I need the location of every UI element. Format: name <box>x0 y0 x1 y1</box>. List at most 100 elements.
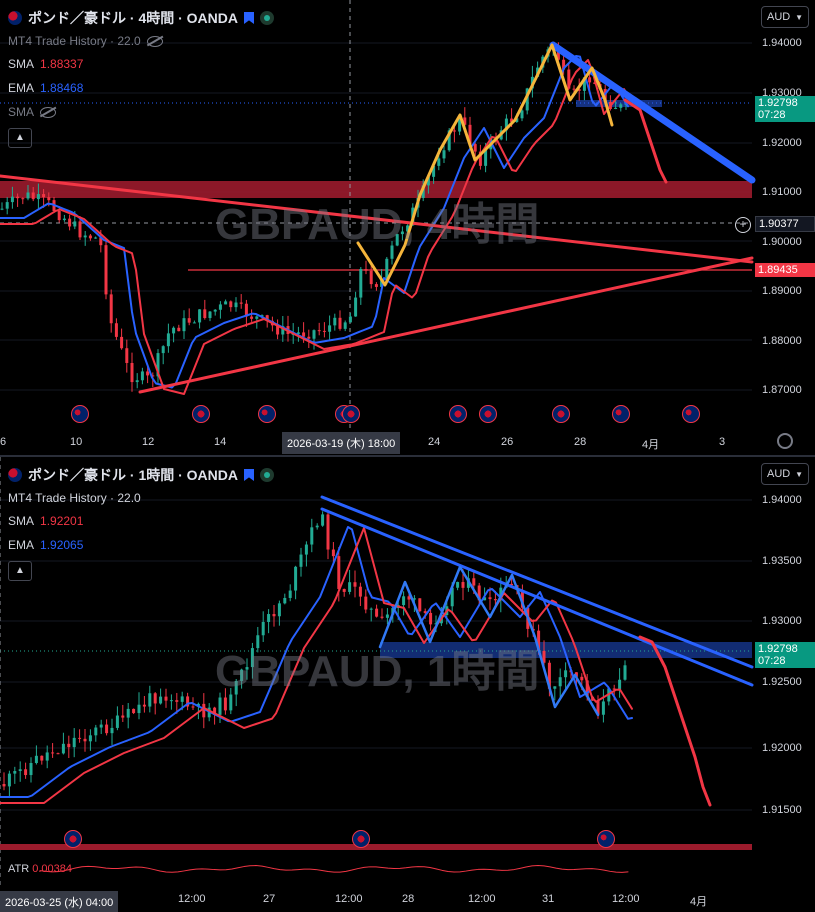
event-flag-icon[interactable] <box>192 405 210 423</box>
currency-select[interactable]: AUD ▼ <box>761 6 809 28</box>
event-flag-icon[interactable] <box>597 830 615 848</box>
candle <box>342 588 346 592</box>
price-tick-label: 1.94000 <box>762 37 802 49</box>
candle <box>574 672 578 677</box>
candle <box>250 648 254 668</box>
resistance-trendline[interactable] <box>549 41 756 184</box>
candle <box>614 107 618 109</box>
currency-label: AUD <box>767 11 791 23</box>
candle <box>94 237 98 239</box>
forecast-drawing[interactable] <box>638 635 712 807</box>
candle <box>572 88 576 90</box>
resistance-trendline-2[interactable] <box>320 507 754 687</box>
candle <box>120 336 124 349</box>
event-flag-icon[interactable] <box>449 405 467 423</box>
candle <box>612 688 616 690</box>
chart-pane-4h[interactable]: GBPAUD, 4時間 ポンド／豪ドル · 4時間 · OANDA MT4 Tr… <box>0 0 815 455</box>
candle <box>429 612 433 625</box>
indicator-trade-history[interactable]: MT4 Trade History · 22.0 <box>8 491 141 505</box>
candle <box>213 707 217 715</box>
candle <box>18 769 22 772</box>
candle <box>375 608 379 617</box>
ema-label[interactable]: EMA <box>8 538 35 552</box>
price-range-marker[interactable] <box>576 100 662 107</box>
candle <box>423 611 427 613</box>
event-flag-icon[interactable] <box>71 405 89 423</box>
time-tick-label: 12:00 <box>612 893 640 905</box>
eye-hidden-icon[interactable] <box>40 106 57 118</box>
chart-pane-1h[interactable]: GBPAUD, 1時間 ポンド／豪ドル · 1時間 · OANDA MT4 Tr… <box>0 457 815 912</box>
symbol-title[interactable]: ポンド／豪ドル · 1時間 · OANDA <box>28 467 238 483</box>
candle <box>432 165 436 177</box>
plus-icon[interactable]: + <box>735 217 751 233</box>
wave-drawing-yellow[interactable] <box>356 43 614 287</box>
settings-gear-icon[interactable] <box>777 433 793 449</box>
candle <box>484 149 488 166</box>
candle <box>322 330 326 332</box>
candle <box>104 245 108 295</box>
cursor-price-tag: 1.90377 <box>755 216 815 232</box>
event-flag-icon[interactable] <box>352 830 370 848</box>
candle <box>2 784 6 787</box>
sma-line[interactable] <box>0 59 629 395</box>
chevron-down-icon: ▼ <box>795 469 803 479</box>
candle <box>364 596 368 610</box>
resistance-trendline[interactable] <box>320 495 754 669</box>
event-flag-icon[interactable] <box>342 405 360 423</box>
event-flag-icon[interactable] <box>258 405 276 423</box>
forecast-drawing[interactable] <box>623 98 668 184</box>
candle <box>478 151 482 166</box>
currency-select[interactable]: AUD ▼ <box>761 463 809 485</box>
price-chart-1h[interactable] <box>0 457 815 912</box>
candle <box>307 336 311 339</box>
status-dot-icon[interactable] <box>260 11 274 25</box>
atr-legend[interactable]: ATR 0.00384 <box>8 863 72 875</box>
chevron-up-icon[interactable]: ▲ <box>8 561 32 581</box>
event-flag-icon[interactable] <box>64 830 82 848</box>
candle <box>343 322 347 329</box>
symbol-watermark: GBPAUD, 1時間 <box>215 647 540 696</box>
ema-line[interactable] <box>0 55 629 389</box>
sma-label[interactable]: SMA <box>8 514 35 528</box>
sma2-label[interactable]: SMA <box>8 105 35 119</box>
event-flag-icon[interactable] <box>552 405 570 423</box>
event-flag-icon[interactable] <box>479 405 497 423</box>
bookmark-icon[interactable] <box>244 12 254 24</box>
time-tick-label: 12:00 <box>335 893 363 905</box>
event-flag-icon[interactable] <box>682 405 700 423</box>
candle <box>115 715 119 728</box>
sma-label[interactable]: SMA <box>8 57 35 71</box>
pane-divider[interactable] <box>0 455 815 457</box>
candle <box>47 197 51 201</box>
chevron-up-icon[interactable]: ▲ <box>8 128 32 148</box>
price-tick-label: 1.92000 <box>762 137 802 149</box>
bookmark-icon[interactable] <box>244 469 254 481</box>
candle <box>198 309 202 323</box>
candle <box>564 670 568 678</box>
ema-label[interactable]: EMA <box>8 81 35 95</box>
candle <box>369 270 373 285</box>
price-chart-4h[interactable] <box>0 0 815 455</box>
indicator-trade-history[interactable]: MT4 Trade History · 22.0 <box>8 34 141 48</box>
candle <box>510 583 514 586</box>
support-zone[interactable] <box>0 181 752 198</box>
support-zone[interactable] <box>0 844 752 850</box>
status-dot-icon[interactable] <box>260 468 274 482</box>
eye-hidden-icon[interactable] <box>146 35 163 47</box>
symbol-title[interactable]: ポンド／豪ドル · 4時間 · OANDA <box>28 10 238 26</box>
chart-legend: ポンド／豪ドル · 1時間 · OANDA MT4 Trade History … <box>8 463 274 581</box>
candle <box>244 303 248 317</box>
ema-line[interactable] <box>0 526 633 798</box>
trendline-lower[interactable] <box>138 256 754 394</box>
candle <box>483 597 487 601</box>
trendline-upper[interactable] <box>0 174 754 264</box>
candle <box>234 302 238 308</box>
wave-drawing-blue[interactable] <box>378 565 600 717</box>
candle <box>364 269 368 271</box>
candle <box>57 211 61 221</box>
candle <box>456 582 460 588</box>
event-flag-icon[interactable] <box>612 405 630 423</box>
candle <box>68 218 72 227</box>
current-price: 1.92798 <box>758 97 798 109</box>
atr-line[interactable] <box>39 865 629 873</box>
